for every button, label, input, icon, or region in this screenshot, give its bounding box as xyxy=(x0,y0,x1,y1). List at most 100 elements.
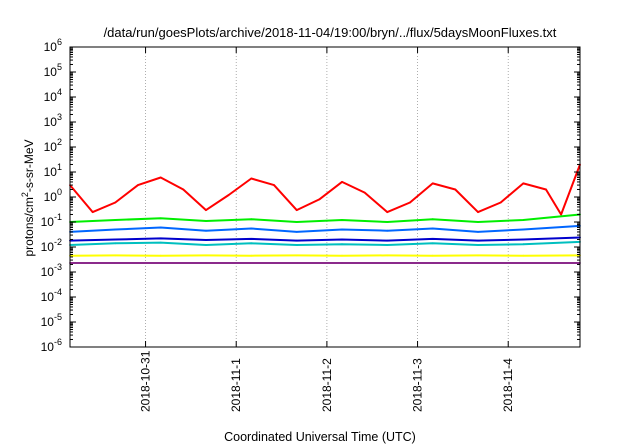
series-1-point xyxy=(227,194,230,196)
series-2-point xyxy=(341,219,343,221)
y-axis-label-rest: -s-sr-MeV xyxy=(22,139,36,192)
y-tick-label: 105 xyxy=(44,62,62,79)
series-3-point xyxy=(205,244,207,246)
series-6-point xyxy=(386,254,389,257)
series-4-point xyxy=(250,227,253,230)
x-tick-label: 2018-11-4 xyxy=(501,358,515,412)
y-axis: 10-6 10-5 10-4 10-3 10-2 10-1 100 101 102 103 104 1… xyxy=(41,37,580,354)
series-6-point xyxy=(159,254,162,257)
series-5-point xyxy=(386,239,389,242)
y-tick-label: 10-2 xyxy=(41,237,62,254)
series-7-point xyxy=(341,262,343,264)
series-7-point xyxy=(386,262,389,264)
series-6-point xyxy=(205,254,207,257)
x-axis: 2018-10-31 2018-11-1 2018-11-2 2018-11-3 201… xyxy=(139,47,515,412)
y-tick-label: 10-6 xyxy=(41,337,62,354)
y-axis-label-base: protons/cm xyxy=(22,197,36,256)
series-3-point xyxy=(250,242,253,245)
series-4-point xyxy=(341,228,343,231)
series-1-point xyxy=(159,176,162,179)
series-6-point xyxy=(295,254,298,257)
series-3-point xyxy=(386,244,389,246)
series-1-point xyxy=(363,191,366,194)
series-4-point xyxy=(295,231,298,233)
x-tick-label: 2018-11-1 xyxy=(229,358,243,412)
y-axis-label: protons/cm2-s-sr-MeV xyxy=(20,139,36,256)
series-1-point xyxy=(454,188,457,191)
x-axis-label: Coordinated Universal Time (UTC) xyxy=(224,430,416,444)
y-axis-label-sup: 2 xyxy=(20,192,30,197)
series-2-point xyxy=(386,221,389,223)
series-6-point xyxy=(114,254,117,257)
series-7-point xyxy=(159,262,162,264)
series-4-point xyxy=(205,229,207,232)
series-7-point xyxy=(431,262,434,264)
series-2-point xyxy=(431,218,434,221)
series-line-3 xyxy=(69,240,581,246)
series-6-point xyxy=(477,254,479,257)
series-6-point xyxy=(250,254,253,257)
series-1-point xyxy=(114,201,117,204)
series-2-point xyxy=(159,217,162,220)
series-5-point xyxy=(477,239,479,242)
series-7-point xyxy=(522,262,525,264)
series-5-point xyxy=(205,239,207,241)
series-3-point xyxy=(295,244,298,246)
series-5-point xyxy=(250,238,253,240)
series-2-point xyxy=(205,220,207,222)
y-tick-label: 104 xyxy=(44,87,62,104)
series-line-5 xyxy=(69,236,581,242)
series-7-point xyxy=(250,262,253,264)
x-tick-label: 2018-11-2 xyxy=(320,358,334,412)
series-4-point xyxy=(159,226,162,229)
series-4-point xyxy=(114,228,117,231)
series-1-point xyxy=(91,211,94,214)
y-tick-label: 100 xyxy=(44,187,62,204)
series-1-point xyxy=(341,181,343,183)
series-2-point xyxy=(295,221,298,223)
series-4-point xyxy=(477,231,479,233)
series-1-point xyxy=(409,201,411,204)
series-7-point xyxy=(477,262,479,264)
series-1-point xyxy=(560,213,562,216)
y-tick-label: 10-1 xyxy=(41,212,62,229)
series-1-point xyxy=(477,211,479,214)
y-tick-label: 101 xyxy=(44,162,62,179)
y-tick-label: 102 xyxy=(44,137,62,154)
series-3-point xyxy=(431,242,434,245)
series-1-point xyxy=(137,184,139,187)
series-5-point xyxy=(295,239,298,242)
series-2-point xyxy=(114,219,117,221)
series-4-point xyxy=(431,227,434,230)
series-1-point xyxy=(318,198,321,201)
series-6-point xyxy=(431,254,434,257)
series-line-2 xyxy=(69,213,581,223)
x-tick-label: 2018-10-31 xyxy=(139,350,153,412)
y-tick-label: 10-5 xyxy=(41,312,62,329)
y-tick-label: 10-3 xyxy=(41,262,62,279)
x-tick-label: 2018-11-3 xyxy=(411,358,425,412)
series-3-point xyxy=(159,241,162,244)
series-4-point xyxy=(386,229,389,232)
series-line-1 xyxy=(69,164,581,216)
series-4-point xyxy=(522,228,525,231)
series-5-point xyxy=(341,238,343,241)
series-3-point xyxy=(522,243,525,246)
y-tick-label: 10-4 xyxy=(41,287,62,304)
series-3-point xyxy=(114,242,117,245)
series-layer xyxy=(69,163,581,264)
y-tick-label: 106 xyxy=(44,37,62,54)
series-7-point xyxy=(205,262,207,264)
series-6-point xyxy=(341,254,343,257)
series-1-point xyxy=(295,209,298,212)
series-2-point xyxy=(477,221,479,223)
series-line-4 xyxy=(69,224,581,233)
series-3-point xyxy=(477,244,479,246)
series-1-point xyxy=(386,211,389,214)
series-1-point xyxy=(522,182,525,185)
series-2-point xyxy=(250,218,253,221)
series-2-point xyxy=(522,219,525,221)
series-5-point xyxy=(522,238,525,241)
series-1-point xyxy=(273,184,275,187)
